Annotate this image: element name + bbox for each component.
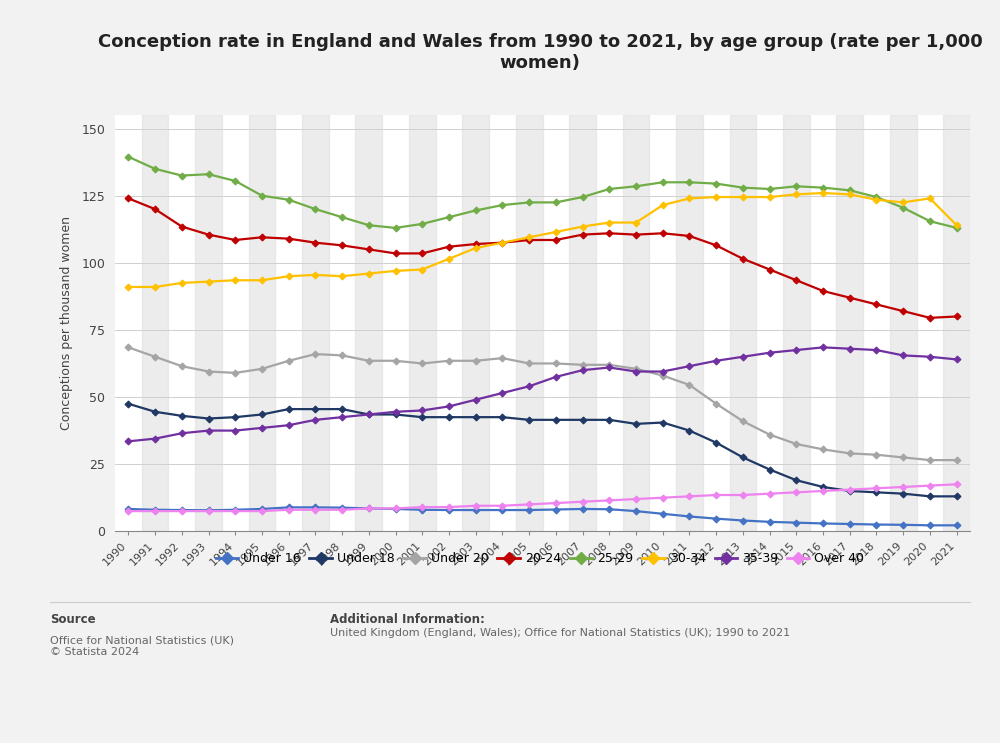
Text: Additional Information:: Additional Information: [330, 613, 485, 626]
Bar [676, 115, 703, 531]
Text: Conception rate in England and Wales from 1990 to 2021, by age group (rate per 1: Conception rate in England and Wales fro… [98, 33, 982, 72]
Bar [943, 115, 970, 531]
Bar [409, 115, 436, 531]
Text: Office for National Statistics (UK)
© Statista 2024: Office for National Statistics (UK) © St… [50, 635, 234, 657]
Y-axis label: Conceptions per thousand women: Conceptions per thousand women [60, 216, 73, 430]
Bar [569, 115, 596, 531]
Legend: Under 16, Under 18, Under 20, 20-24, 25-29, 30-34, 35-39, Over 40: Under 16, Under 18, Under 20, 20-24, 25-… [216, 552, 864, 565]
Bar [623, 115, 649, 531]
Text: United Kingdom (England, Wales); Office for National Statistics (UK); 1990 to 20: United Kingdom (England, Wales); Office … [330, 628, 790, 637]
Bar [836, 115, 863, 531]
Bar [142, 115, 168, 531]
Bar [249, 115, 275, 531]
Bar [302, 115, 329, 531]
Bar [730, 115, 756, 531]
Bar [516, 115, 542, 531]
Bar [462, 115, 489, 531]
Bar [783, 115, 810, 531]
Bar [890, 115, 917, 531]
Text: Source: Source [50, 613, 96, 626]
Bar [355, 115, 382, 531]
Bar [195, 115, 222, 531]
